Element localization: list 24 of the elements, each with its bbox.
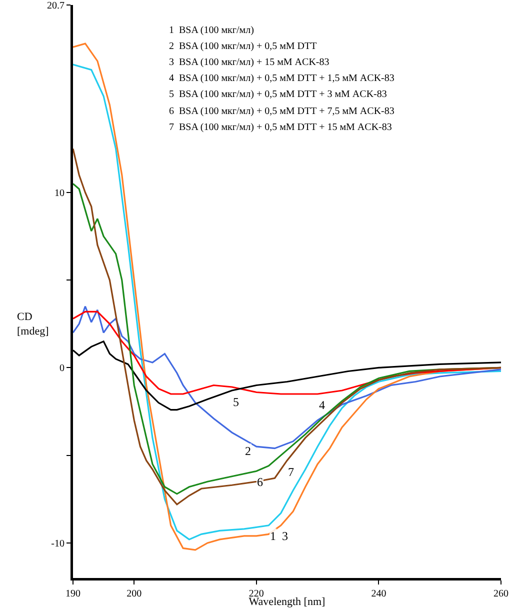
annotation: 6 — [257, 475, 263, 489]
y-tick-label: 0 — [60, 363, 64, 374]
annotation: 3 BSA (100 мкг/мл) + 15 мМ ACK-83 — [169, 57, 330, 68]
annotation: 5 BSA (100 мкг/мл) + 0,5 мМ DTT + 3 мМ ACK-83 — [169, 89, 387, 100]
annotation: 4 — [319, 398, 325, 412]
annotation: 2 — [245, 444, 251, 458]
annotation: 7 — [288, 465, 294, 479]
annotation: 3 — [282, 529, 288, 543]
x-tick-label: 200 — [126, 588, 142, 600]
y-axis-title: CD [mdeg] — [17, 311, 49, 338]
annotation: 6 BSA (100 мкг/мл) + 0,5 мМ DTT + 7,5 мМ ACK-83 — [169, 106, 394, 117]
y-tick-label: -10 — [51, 538, 64, 550]
annotation: 1 BSA (100 мкг/мл) — [169, 25, 254, 36]
x-tick-label: 240 — [371, 588, 386, 600]
annotation: 5 — [233, 395, 239, 409]
annotation: 1 — [270, 529, 276, 543]
annotation: 2 BSA (100 мкг/мл) + 0,5 мМ DTT — [169, 41, 317, 52]
x-axis-title: Wavelength [nm] — [248, 596, 326, 608]
x-tick-label: 190 — [66, 588, 80, 600]
annotation: 4 BSA (100 мкг/мл) + 0,5 мМ DTT + 1,5 мМ ACK-83 — [169, 73, 394, 84]
x-tick-label: 260 — [494, 588, 508, 600]
y-tick-label: 20.7 — [47, 0, 64, 12]
annotation: 7 BSA (100 мкг/мл) + 0,5 мМ DTT + 15 мМ ACK-83 — [169, 122, 392, 133]
y-tick-label: 10 — [54, 188, 64, 199]
